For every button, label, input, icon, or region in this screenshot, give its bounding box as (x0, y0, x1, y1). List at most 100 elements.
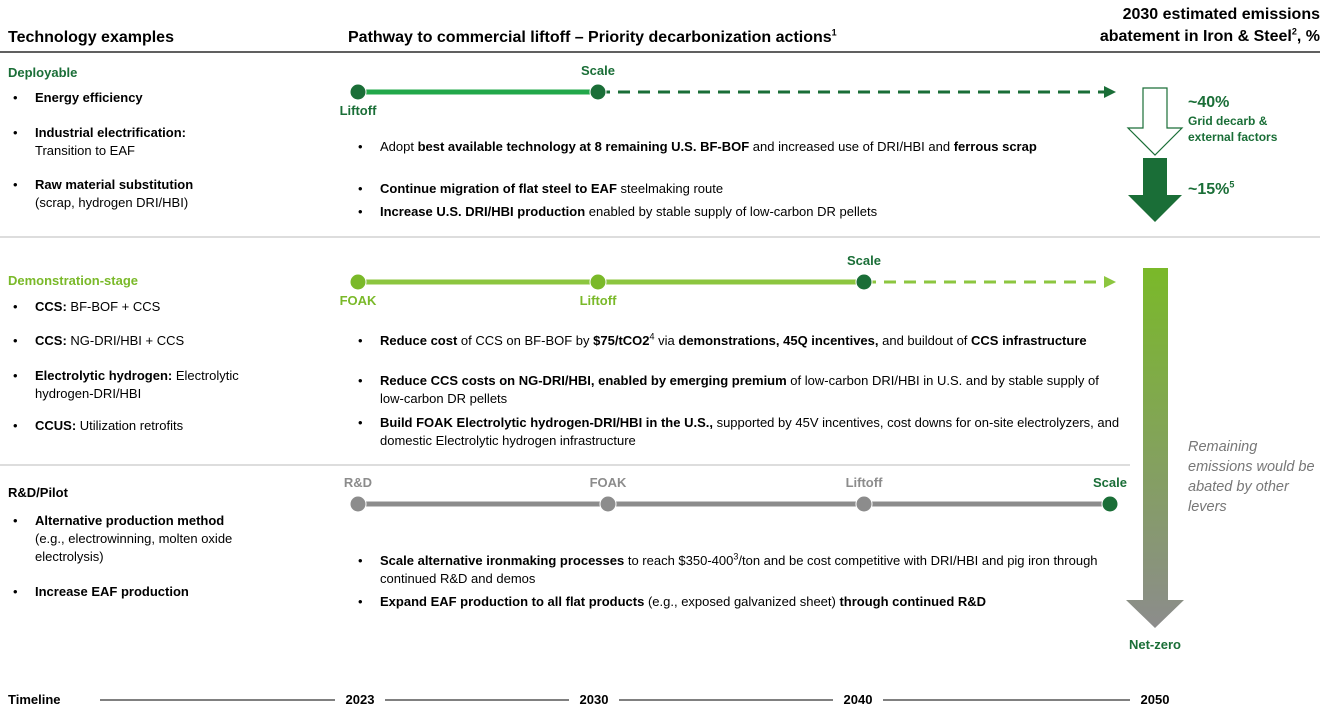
text-run: 1 (831, 27, 837, 38)
section-title: Demonstration-stage (8, 273, 139, 288)
header-pathway: Pathway to commercial liftoff – Priority… (348, 27, 837, 49)
text-run: Raw material substitution (35, 177, 194, 192)
milestone-label: FOAK (589, 475, 627, 490)
text-line: CCS: BF-BOF + CCS (35, 298, 285, 316)
action-item: Continue migration of flat steel to EAF … (358, 180, 1120, 198)
grid-value: ~40% (1188, 94, 1230, 111)
text-run: (scrap, hydrogen DRI/HBI) (35, 195, 189, 210)
milestone-label: FOAK (339, 293, 377, 308)
milestone-label: Scale (1093, 475, 1127, 490)
technology-item: CCS: NG-DRI/HBI + CCS (13, 332, 285, 350)
text-run: via (654, 333, 679, 348)
text-run: Adopt (380, 139, 418, 154)
text-run: Electrolytic hydrogen: (35, 368, 173, 383)
milestone-dot (1101, 495, 1119, 513)
text-run: CCUS: (35, 418, 77, 433)
text-run: Expand EAF production to all flat produc… (380, 594, 645, 609)
milestone-dot (349, 273, 367, 291)
technology-item: Alternative production method (e.g., elec… (13, 512, 285, 566)
text-run: Reduce CCS costs on NG-DRI/HBI, enabled … (380, 373, 787, 388)
milestone-label: Liftoff (579, 293, 617, 308)
text-line: CCS: NG-DRI/HBI + CCS (35, 332, 285, 350)
text-run: of low-carbon DRI/HBI in U.S. and by sta… (380, 373, 1099, 406)
text-run: Continue migration of flat steel to EAF (380, 181, 617, 196)
milestone-dot (349, 83, 367, 101)
solid-arrow (1128, 158, 1182, 222)
milestone-dot (349, 495, 367, 513)
text-run: BF-BOF + CCS (66, 299, 161, 314)
text-run: Increase U.S. DRI/HBI production (380, 204, 586, 219)
text-run: , % (1296, 28, 1320, 45)
text-run: (e.g., exposed galvanized sheet) (644, 594, 840, 609)
header-abatement: 2030 estimated emissions (1012, 4, 1320, 26)
text-run: through continued R&D (839, 594, 987, 609)
milestone-dot (599, 495, 617, 513)
text-run: abatement in Iron & Steel (1099, 28, 1292, 45)
text-line: Transition to EAF (35, 142, 285, 160)
action-item: Increase U.S. DRI/HBI production enabled… (358, 203, 1120, 221)
text-run: 2030 estimated emissions (1122, 6, 1320, 23)
action-item: Expand EAF production to all flat produc… (358, 593, 1120, 611)
text-run: of CCS on BF-BOF by (457, 333, 594, 348)
action-item: Scale alternative ironmaking processes t… (358, 552, 1120, 588)
text-run: Reduce cost (380, 333, 458, 348)
header-technology: Technology examples (8, 29, 174, 46)
text-run: (e.g., electrowinning, molten oxide elec… (35, 531, 233, 564)
section-title: Deployable (8, 65, 78, 80)
text-run: Scale alternative ironmaking processes (380, 553, 625, 568)
milestone-label: Liftoff (845, 475, 883, 490)
timeline-year: 2040 (833, 691, 883, 709)
pathway-arrowhead (1104, 276, 1116, 288)
text-run: Transition to EAF (35, 143, 135, 158)
efficiency-value: ~15%5 (1188, 179, 1235, 199)
text-run: best available technology at 8 remaining… (417, 139, 750, 154)
text-run: supported by 45V incentives, cost downs … (380, 415, 1120, 448)
technology-item: Industrial electrification: Transition to… (13, 124, 285, 160)
technology-item: CCS: BF-BOF + CCS (13, 298, 285, 316)
text-run: CCS: (35, 299, 67, 314)
text-run: 2 (1291, 26, 1297, 37)
milestone-dot (589, 83, 607, 101)
action-item: Reduce CCS costs on NG-DRI/HBI, enabled … (358, 372, 1120, 408)
net-zero: Net-zero (1128, 637, 1181, 652)
text-run: CCS: (35, 333, 67, 348)
text-line: (e.g., electrowinning, molten oxide elec… (35, 530, 285, 566)
technology-item: Raw material substitution (scrap, hydroge… (13, 176, 285, 212)
technology-item: CCUS: Utilization retrofits (13, 417, 285, 435)
timeline-year: 2030 (569, 691, 619, 709)
text-line: Increase EAF production (35, 583, 285, 601)
text-line: (scrap, hydrogen DRI/HBI) (35, 194, 285, 212)
action-item: Adopt best available technology at 8 rem… (358, 138, 1120, 156)
text-run: /ton and be cost competitive with DRI/HB… (380, 553, 1098, 586)
text-run: to reach $350-400 (624, 553, 734, 568)
technology-item: Increase EAF production (13, 583, 285, 601)
gradient-arrow (1126, 268, 1184, 628)
text-run: Pathway to commercial liftoff – Priority… (348, 29, 832, 46)
timeline-year: 2050 (1130, 691, 1180, 709)
text-run: ferrous scrap (953, 139, 1037, 154)
milestone-dot (855, 273, 873, 291)
header-abatement: abatement in Iron & Steel2, % (1012, 26, 1320, 48)
text-line: CCUS: Utilization retrofits (35, 417, 285, 435)
milestone-label: Liftoff (339, 103, 377, 118)
milestone-dot (855, 495, 873, 513)
text-line: Raw material substitution (35, 176, 285, 194)
text-run: NG-DRI/HBI + CCS (66, 333, 185, 348)
text-run: 5 (1229, 179, 1235, 190)
technology-item: Energy efficiency (13, 89, 285, 107)
text-line: Electrolytic hydrogen: Electrolytic hydr… (35, 367, 285, 403)
text-run: CCS infrastructure (971, 333, 1087, 348)
action-item: Build FOAK Electrolytic hydrogen-DRI/HBI… (358, 414, 1120, 450)
text-run: Increase EAF production (35, 584, 189, 599)
action-item: Reduce cost of CCS on BF-BOF by $75/tCO2… (358, 332, 1120, 350)
text-run: Energy efficiency (35, 90, 143, 105)
text-run: steelmaking route (616, 181, 724, 196)
text-run: and increased use of DRI/HBI and (749, 139, 954, 154)
milestone-label: R&D (343, 475, 373, 490)
text-run: Industrial electrification: (35, 125, 186, 140)
text-run: $75/tCO2 (593, 333, 650, 348)
timeline-year: 2023 (335, 691, 385, 709)
grid-label: Grid decarb & external factors (1188, 114, 1278, 144)
